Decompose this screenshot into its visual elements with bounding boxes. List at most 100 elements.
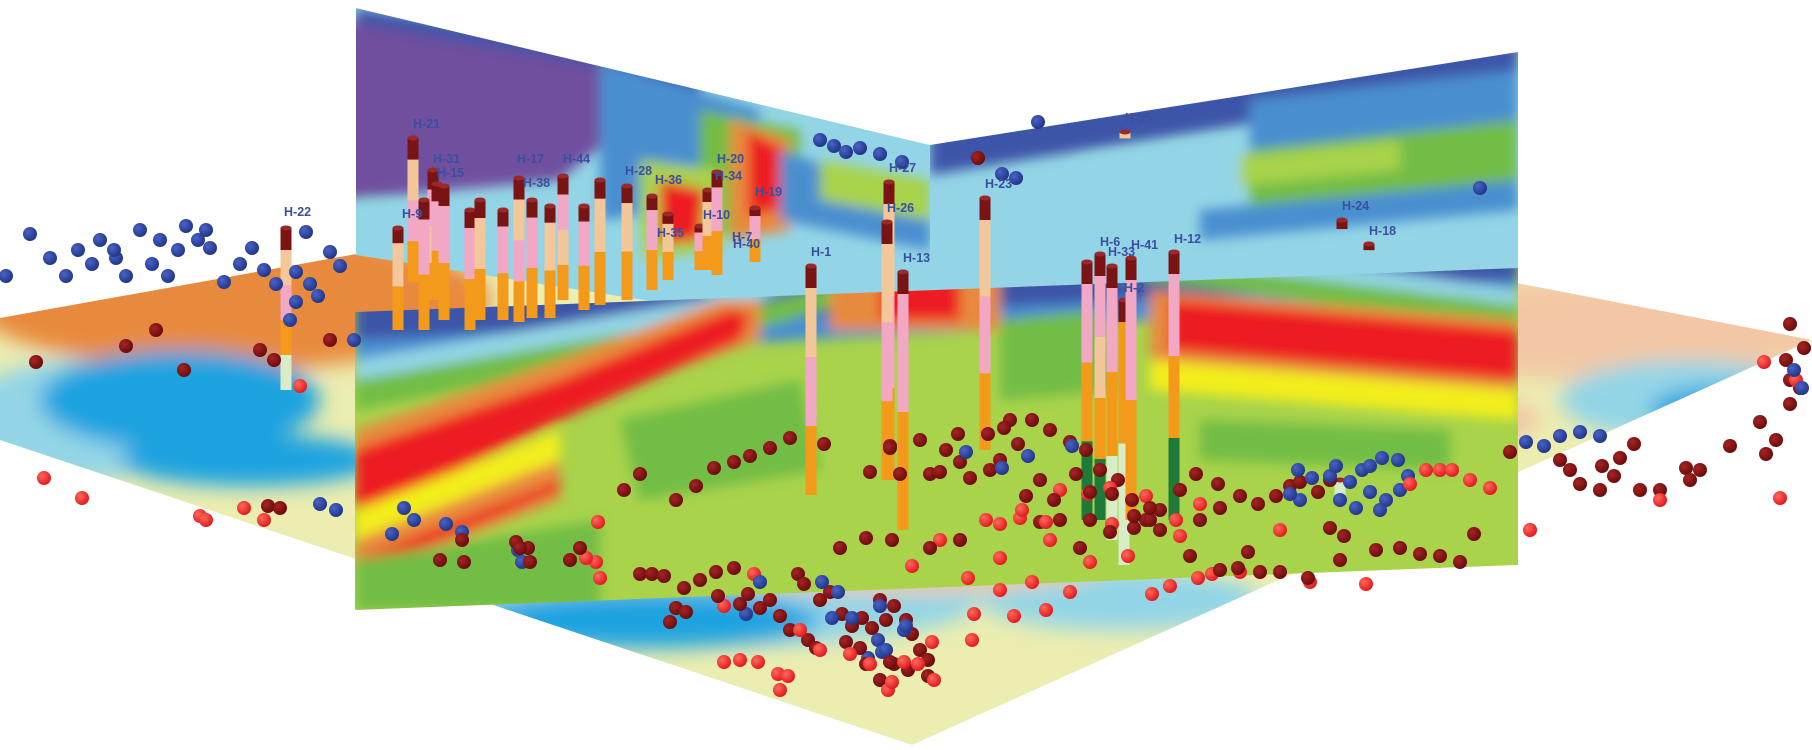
borehole-segment [1106,372,1118,456]
borehole-segment [1363,244,1375,251]
sample-point-red [1463,473,1477,487]
borehole-cap [805,263,817,269]
borehole-segment [544,270,556,318]
borehole-label-h21: H-21 [413,117,440,131]
sample-point-dark-red [879,613,893,627]
sample-point-dark-red [727,455,741,469]
borehole-cap [1363,241,1375,247]
borehole-segment [427,170,439,190]
sample-point-blue [1573,425,1587,439]
sample-point-dark-red [865,621,879,635]
borehole-segment [407,138,419,160]
borehole-segment [749,216,761,240]
borehole-segment [1094,459,1106,520]
sample-point-dark-red [1011,437,1025,451]
sample-point-blue [853,141,867,155]
borehole-column [557,173,569,300]
borehole-label-h35: H-35 [657,226,684,240]
sample-point-dark-red [177,363,191,377]
sample-point-dark-red [1467,527,1481,541]
sample-point-dark-red [1393,541,1407,555]
borehole-segment [711,231,723,275]
borehole-label-h44: H-44 [563,152,590,166]
borehole-segment [594,251,606,305]
sample-point-red [1083,555,1097,569]
sample-point-red [885,675,899,689]
sample-point-dark-red [1093,463,1107,477]
borehole-segment [621,251,633,300]
sample-point-red [75,491,89,505]
borehole-cap [702,187,714,193]
borehole-segment [749,239,761,262]
borehole-segment [1106,266,1118,288]
sample-point-dark-red [709,565,723,579]
borehole-segment [418,200,430,220]
borehole-segment [578,221,590,266]
sample-point-red [1007,609,1021,623]
sample-point-red [813,643,827,657]
borehole-column [392,225,404,330]
sample-point-dark-red [1337,529,1351,543]
sample-point-red [591,515,605,529]
sample-point-dark-red [1453,555,1467,569]
sample-point-blue [873,147,887,161]
sample-point-red [863,657,877,671]
borehole-segment [979,220,991,297]
borehole-cap [1119,129,1131,135]
sample-point-dark-red [707,461,721,475]
sample-point-red [781,669,795,683]
sample-point-blue [179,219,193,233]
borehole-label-h20: H-20 [717,152,744,166]
borehole-segment [474,218,486,269]
sample-point-dark-red [885,533,899,547]
sample-point-dark-red [1043,423,1057,437]
sample-point-dark-red [29,355,43,369]
borehole-label-h22: H-22 [284,205,311,219]
sample-point-dark-red [1593,483,1607,497]
borehole-column [544,203,556,318]
borehole-cap [464,207,476,213]
sample-point-blue [1519,435,1533,449]
borehole-column [662,211,674,280]
sample-point-dark-red [1231,561,1245,575]
sample-point-red [965,633,979,647]
borehole-segment [1125,400,1137,520]
sample-point-dark-red [563,553,577,567]
sample-point-dark-red [1189,467,1203,481]
borehole-segment [594,198,606,252]
borehole-column [749,205,761,262]
sample-point-dark-red [1769,433,1783,447]
sample-point-blue [85,257,99,271]
sample-point-dark-red [1333,553,1347,567]
sample-point-blue [203,241,217,255]
borehole-segment [694,251,706,270]
sample-point-dark-red [573,541,587,555]
borehole-segment [1106,288,1118,372]
borehole-column [702,187,714,270]
borehole-label-h12: H-12 [1174,232,1201,246]
sample-point-dark-red [1783,397,1797,411]
sample-point-blue [289,295,303,309]
borehole-segment [662,251,674,280]
sample-point-blue [171,243,185,257]
sample-point-dark-red [743,449,757,463]
sample-point-red [1039,603,1053,617]
borehole-segment [557,176,569,195]
borehole-segment [1168,438,1180,520]
sample-point-blue [1553,429,1567,443]
sample-point-blue [333,259,347,273]
borehole-label-h7: H-7 [732,230,752,244]
sample-point-dark-red [741,587,755,601]
borehole-segment [392,228,404,244]
borehole-cap [1106,263,1118,269]
sample-point-blue [311,289,325,303]
sample-point-blue [753,575,767,589]
sample-point-red [1403,477,1417,491]
borehole-cap [1336,217,1348,223]
sample-point-dark-red [1783,317,1797,331]
sample-point-red [733,653,747,667]
sample-point-dark-red [953,533,967,547]
borehole-segment [280,320,292,355]
sample-point-red [927,673,941,687]
sample-point-blue [0,269,13,283]
